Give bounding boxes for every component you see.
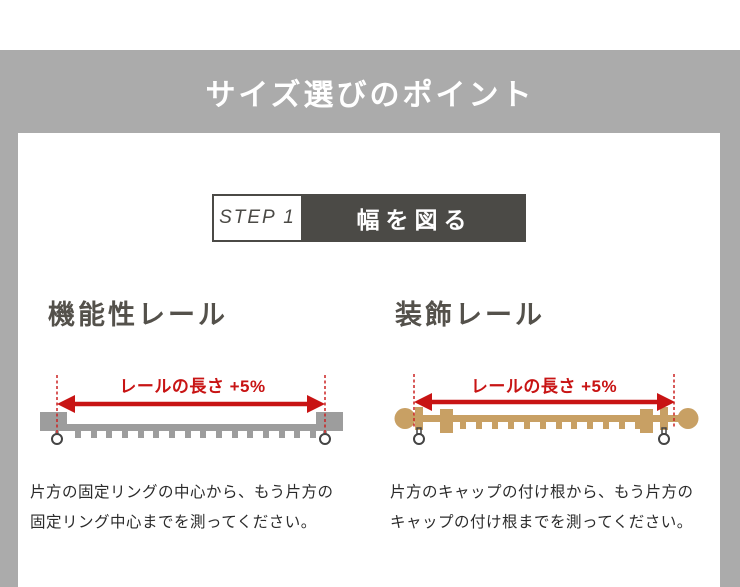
functional-desc-line1: 片方の固定リングの中心から、もう片方の [30,484,334,501]
functional-rail-diagram: レールの長さ +5% [30,371,360,451]
functional-rail-graphic [40,375,343,445]
functional-rail-heading: 機能性レール [48,300,228,330]
decorative-rail-graphic [394,374,699,445]
step-number-label: STEP 1 [212,194,303,242]
decorative-rail-heading: 装飾レール [395,300,545,330]
functional-measure-label: レールの長さ +5% [119,377,266,396]
page-title: サイズ選びのポイント [205,78,535,112]
decorative-desc-line1: 片方のキャップの付け根から、もう片方の [390,484,694,501]
content-panel: STEP 1 幅を図る 機能性レール 装飾レール レールの長さ +5% [18,133,720,587]
functional-desc-line2: 固定リング中心までを測ってください。 [30,514,317,531]
step-title: 幅を図る [303,194,526,242]
decorative-rail-description: 片方のキャップの付け根から、もう片方の キャップの付け根までを測ってください。 [390,478,735,538]
decorative-rail-diagram: レールの長さ +5% [390,371,720,451]
decorative-desc-line2: キャップの付け根までを測ってください。 [390,514,693,531]
decorative-measure-label: レールの長さ +5% [470,377,618,396]
functional-rail-description: 片方の固定リングの中心から、もう片方の 固定リング中心までを測ってください。 [30,478,375,538]
step-badge: STEP 1 幅を図る [212,194,526,242]
